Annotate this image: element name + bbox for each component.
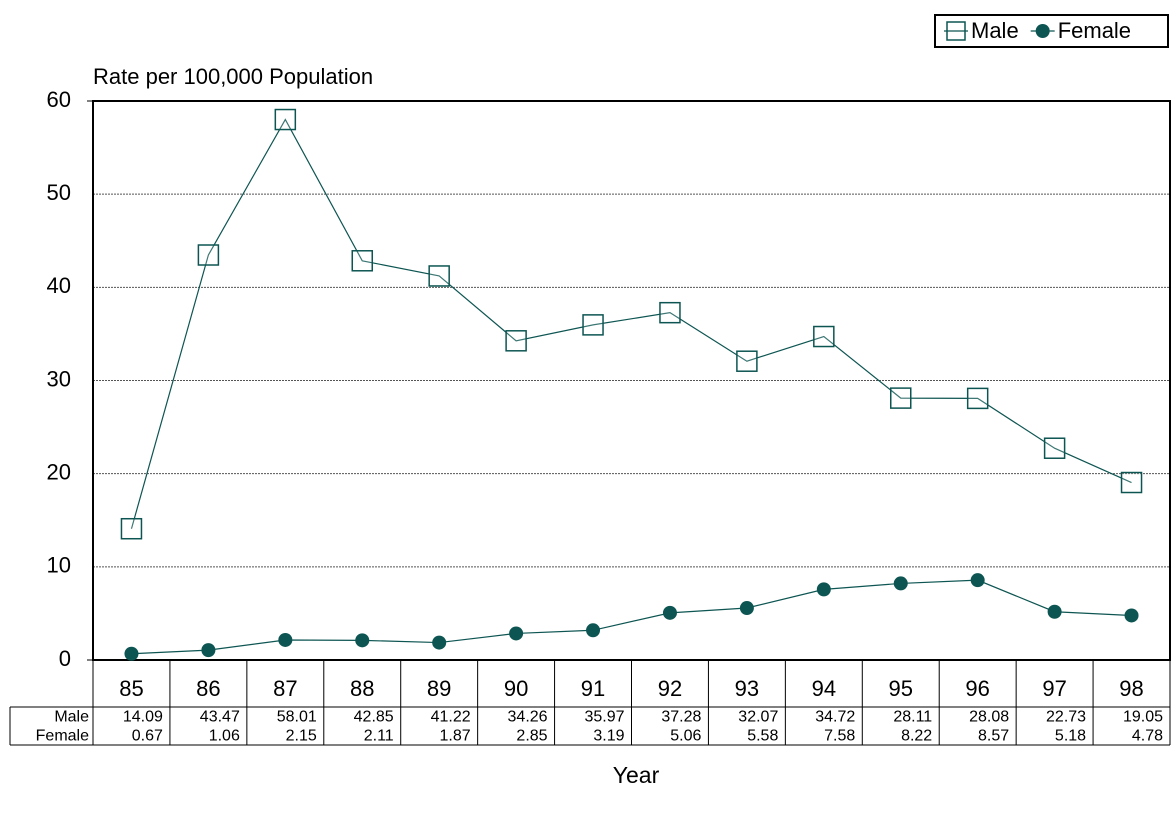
x-tick-label: 91	[581, 676, 605, 701]
data-point	[197, 244, 220, 266]
table-cell: 28.11	[893, 709, 932, 726]
series-line	[131, 579, 1132, 655]
table-cell: 4.78	[1132, 728, 1163, 745]
table-cell: 37.28	[661, 709, 701, 726]
data-point	[816, 582, 831, 597]
series-line	[130, 118, 1132, 529]
table-cell: 34.72	[815, 709, 855, 726]
table-cell: 19.05	[1123, 709, 1163, 726]
table-row-label: Female	[36, 728, 89, 745]
table-cell: 1.87	[440, 728, 471, 745]
data-point	[966, 387, 989, 410]
data-point	[890, 387, 912, 409]
table-cell: 14.09	[123, 709, 163, 726]
data-point	[813, 325, 835, 348]
x-tick-label: 92	[658, 676, 682, 701]
table-cell: 5.06	[670, 728, 701, 745]
data-point	[124, 646, 139, 661]
data-point	[1043, 437, 1066, 459]
table-cell: 22.73	[1046, 709, 1086, 726]
x-tick-label: 88	[350, 676, 374, 701]
y-tick-label: 50	[47, 180, 71, 205]
table-cell: 0.67	[132, 728, 163, 745]
data-point	[505, 330, 527, 352]
x-tick-label: 85	[119, 676, 143, 701]
data-point	[1047, 604, 1062, 619]
table-cell: 28.08	[969, 709, 1009, 726]
table-cell: 35.97	[584, 709, 624, 726]
table-cell: 5.18	[1055, 728, 1086, 745]
y-tick-label: 40	[47, 273, 71, 298]
data-point	[120, 517, 143, 540]
legend-label: Male	[971, 18, 1019, 43]
x-tick-label: 96	[965, 676, 989, 701]
x-tick-label: 90	[504, 676, 528, 701]
x-tick-label: 95	[889, 676, 913, 701]
x-axis-label: Year	[613, 762, 660, 788]
table-cell: 8.57	[978, 728, 1009, 745]
data-point	[351, 250, 373, 272]
y-axis-label: Rate per 100,000 Population	[93, 64, 373, 89]
y-tick-label: 60	[47, 87, 71, 112]
table-cell: 1.06	[209, 728, 240, 745]
data-point	[970, 573, 985, 588]
data-point	[428, 265, 450, 287]
table-cell: 2.85	[516, 728, 547, 745]
table-row-label: Male	[54, 709, 89, 726]
x-tick-label: 94	[812, 676, 836, 701]
data-point	[736, 350, 758, 372]
x-tick-label: 93	[735, 676, 759, 701]
data-point	[893, 576, 908, 591]
data-point	[355, 633, 370, 648]
data-point	[1120, 471, 1143, 494]
data-point	[586, 623, 601, 638]
x-tick-label: 86	[196, 676, 220, 701]
data-point	[432, 635, 447, 650]
y-tick-label: 20	[47, 459, 71, 484]
data-point	[662, 605, 677, 620]
table-cell: 8.22	[901, 728, 932, 745]
x-tick-label: 89	[427, 676, 451, 701]
x-tick-label: 97	[1042, 676, 1066, 701]
table-cell: 5.58	[747, 728, 778, 745]
legend-label: Female	[1058, 18, 1131, 43]
table-cell: 58.01	[277, 709, 317, 726]
data-point	[274, 108, 297, 131]
table-cell: 2.11	[364, 728, 394, 745]
table-cell: 2.15	[286, 728, 317, 745]
data-point	[659, 301, 681, 324]
table-cell: 32.07	[738, 709, 778, 726]
data-point	[739, 601, 754, 616]
legend-marker	[1035, 24, 1050, 38]
data-point	[582, 314, 604, 336]
table-cell: 3.19	[593, 728, 624, 745]
legend-marker	[946, 21, 966, 41]
table-cell: 42.85	[354, 709, 394, 726]
y-tick-label: 30	[47, 366, 71, 391]
table-cell: 43.47	[200, 709, 240, 726]
table-cell: 41.22	[431, 709, 471, 726]
table-cell: 34.26	[508, 709, 548, 726]
table-cell: 7.58	[824, 728, 855, 745]
y-tick-label: 0	[59, 646, 71, 671]
x-tick-label: 87	[273, 676, 297, 701]
data-point	[1124, 608, 1139, 623]
data-point	[201, 643, 216, 658]
data-point	[509, 626, 524, 641]
x-tick-label: 98	[1119, 676, 1143, 701]
data-point	[278, 632, 293, 647]
y-tick-label: 10	[47, 553, 71, 578]
